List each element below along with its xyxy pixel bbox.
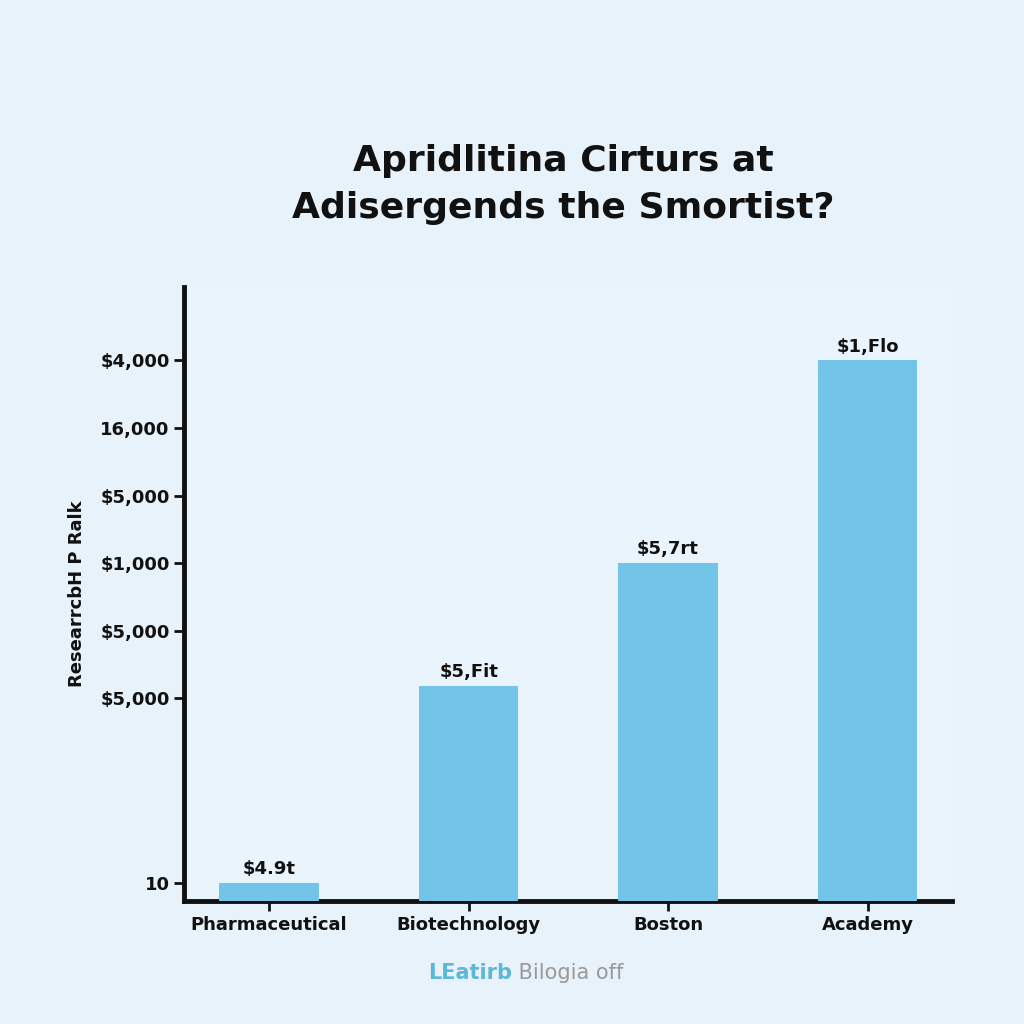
- Text: $5,Fit: $5,Fit: [439, 664, 498, 681]
- Text: LEatirb: LEatirb: [428, 963, 512, 983]
- Text: Apridlitina Cirturs at
Adisergends the Smortist?: Apridlitina Cirturs at Adisergends the S…: [292, 143, 835, 225]
- Y-axis label: ResearrcbH P Ralk: ResearrcbH P Ralk: [69, 501, 86, 687]
- Bar: [618, 563, 718, 901]
- Text: Bilogia off: Bilogia off: [512, 963, 624, 983]
- Bar: [419, 686, 518, 901]
- Bar: [219, 883, 318, 901]
- Text: $1,Flo: $1,Flo: [837, 338, 899, 355]
- Bar: [818, 360, 918, 901]
- Text: $4.9t: $4.9t: [243, 860, 296, 878]
- Text: $5,7rt: $5,7rt: [637, 541, 699, 558]
